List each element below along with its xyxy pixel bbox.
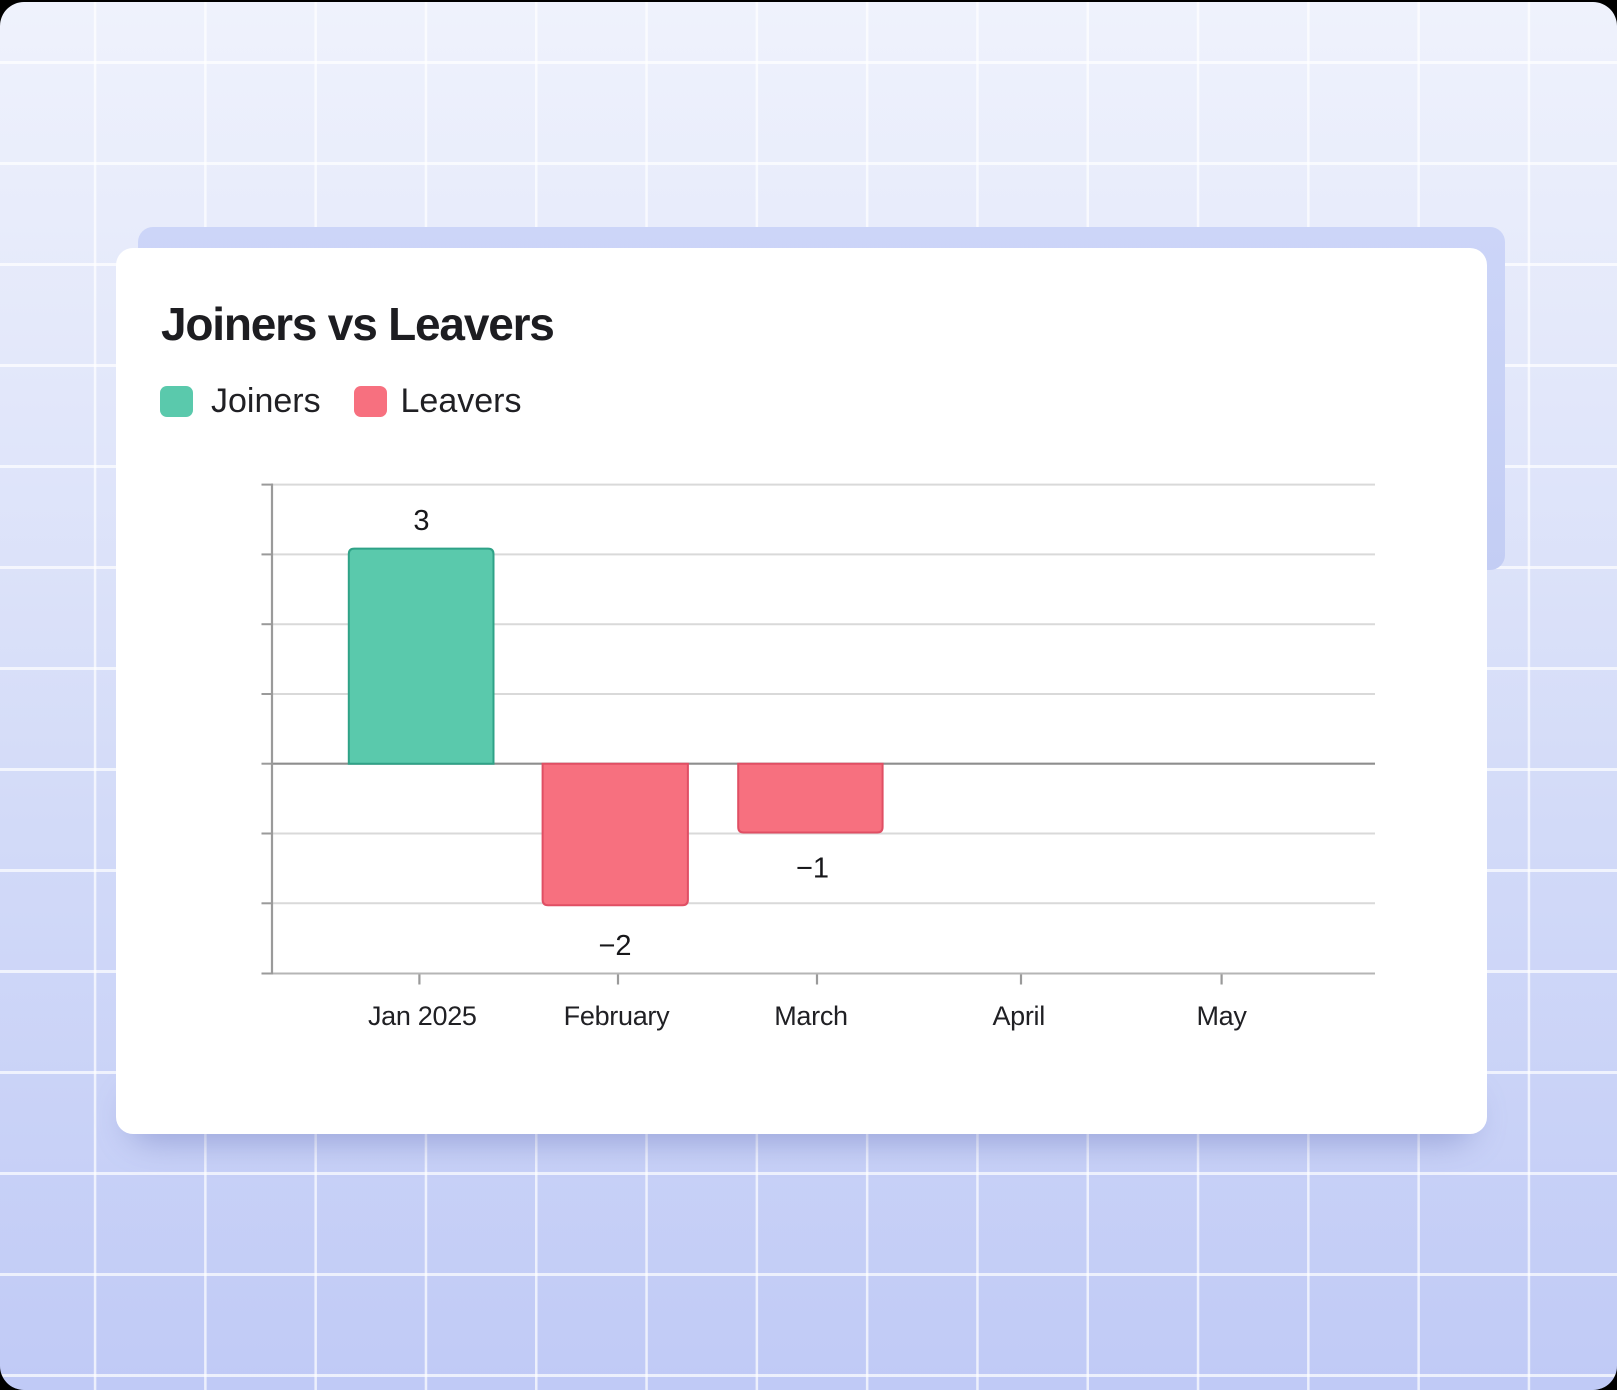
svg-text:−1: −1 bbox=[796, 853, 829, 885]
svg-text:April: April bbox=[992, 1001, 1045, 1031]
svg-text:3: 3 bbox=[413, 505, 429, 537]
svg-text:May: May bbox=[1196, 1001, 1247, 1031]
svg-text:March: March bbox=[774, 1001, 848, 1031]
svg-text:Jan 2025: Jan 2025 bbox=[368, 1001, 477, 1031]
svg-text:−2: −2 bbox=[598, 930, 631, 962]
svg-text:February: February bbox=[564, 1001, 670, 1031]
